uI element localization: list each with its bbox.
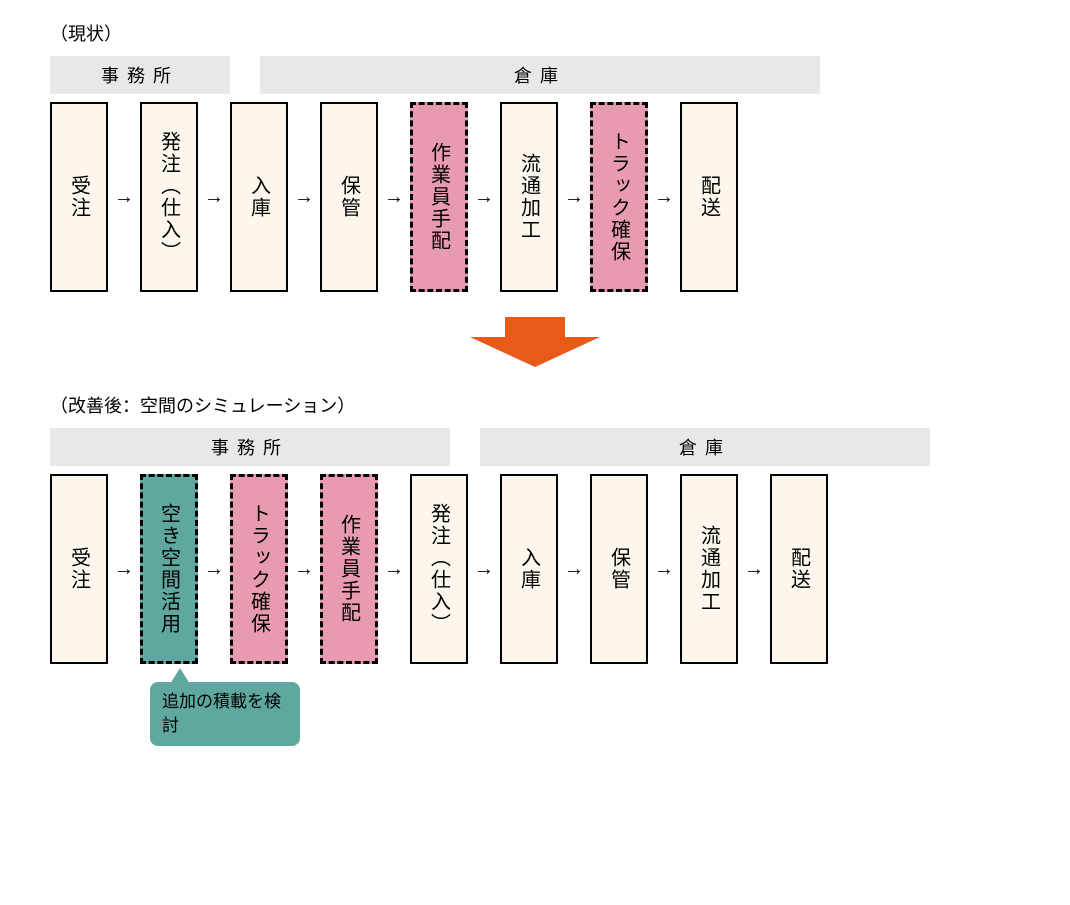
step-haiso: 配送 [680,102,738,292]
current-header-office: 事務所 [50,56,230,94]
arrow-icon: → [564,558,584,581]
improved-header-warehouse: 倉庫 [480,428,930,466]
improved-header-office: 事務所 [50,428,450,466]
section-current-title: （現状） [50,20,1020,46]
arrow-icon: → [654,186,674,209]
step2-hacchu: 発注︵仕入︶ [410,474,468,664]
step2-jyuchu: 受注 [50,474,108,664]
arrow-icon: → [654,558,674,581]
step-hokan: 保管 [320,102,378,292]
arrow-icon: → [564,186,584,209]
step-ryutsu: 流通加工 [500,102,558,292]
arrow-icon: → [204,186,224,209]
arrow-icon: → [474,186,494,209]
step2-akikukan: 空き空間活用 [140,474,198,664]
step-sagyoin: 作業員手配 [410,102,468,292]
step-truck: トラック確保 [590,102,648,292]
step-nyuko: 入庫 [230,102,288,292]
improved-headers: 事務所 倉庫 [50,428,1020,466]
arrow-icon: → [294,186,314,209]
current-header-warehouse: 倉庫 [260,56,820,94]
arrow-icon: → [474,558,494,581]
step2-nyuko: 入庫 [500,474,558,664]
current-flow: 受注 → 発注︵仕入︶ → 入庫 → 保管 → 作業員手配 → 流通加工 → ト… [50,102,1020,292]
arrow-icon: → [744,558,764,581]
callout-box: 追加の積載を検討 [150,682,300,746]
step2-ryutsu: 流通加工 [680,474,738,664]
transition-arrow-wrap [50,317,1020,372]
arrow-icon: → [114,558,134,581]
current-headers: 事務所 倉庫 [50,56,1020,94]
section-current: （現状） 事務所 倉庫 受注 → 発注︵仕入︶ → 入庫 → 保管 → 作業員手… [50,20,1020,292]
improved-flow: 受注 → 空き空間活用 → トラック確保 → 作業員手配 → 発注︵仕入︶ → … [50,474,1020,664]
arrow-icon: → [384,558,404,581]
transition-arrow-icon [470,317,600,367]
step-jyuchu: 受注 [50,102,108,292]
arrow-icon: → [384,186,404,209]
arrow-icon: → [294,558,314,581]
step2-truck: トラック確保 [230,474,288,664]
arrow-icon: → [114,186,134,209]
section-improved: （改善後：空間のシミュレーション） 事務所 倉庫 受注 → 空き空間活用 → ト… [50,392,1020,664]
arrow-icon: → [204,558,224,581]
step2-haiso: 配送 [770,474,828,664]
step2-sagyoin: 作業員手配 [320,474,378,664]
step-hacchu: 発注︵仕入︶ [140,102,198,292]
section-improved-title: （改善後：空間のシミュレーション） [50,392,1020,418]
step2-hokan: 保管 [590,474,648,664]
